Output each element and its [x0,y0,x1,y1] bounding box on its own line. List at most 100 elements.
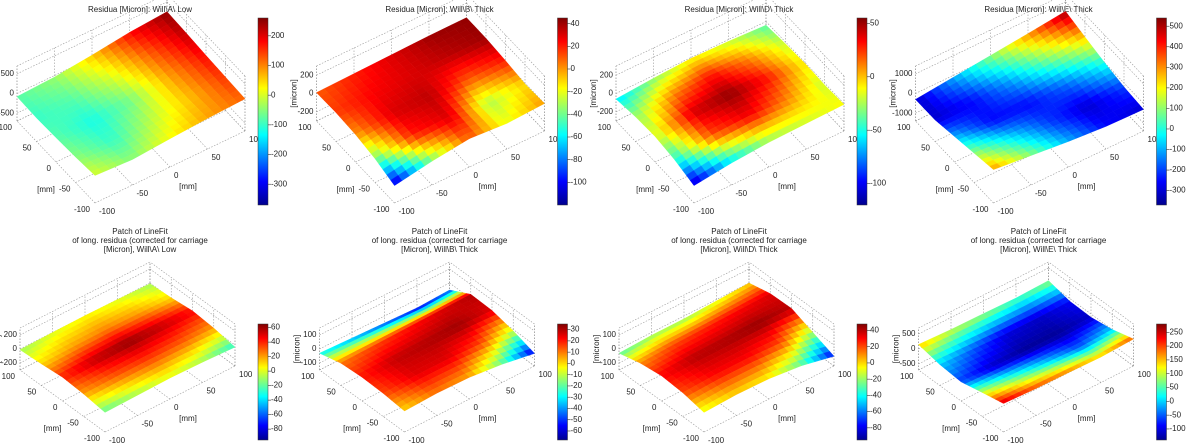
colorbar-tick-label: 100 [1170,369,1184,378]
chart-title: of long. residua (corrected for carriage [372,236,508,245]
z-tick-label: -500 [0,108,15,117]
colorbar-tick-label: 200 [1170,83,1184,92]
colorbar-tick-label: -60 [571,132,583,141]
y-tick-label: 50 [327,388,336,397]
x-axis-label: [mm] [778,414,796,423]
colorbar-tick-label: 500 [1170,21,1184,30]
colorbar-tick-label: 50 [1170,383,1179,392]
box-edge [449,261,535,325]
z-tick-label: -100 [300,358,317,367]
z-tick-label: 0 [612,344,617,353]
panel: Residua [Micron]: Will\B\ Thick -100 -50 0 5… [290,0,587,216]
y-tick-label: 50 [322,144,331,153]
x-tick-label: -50 [142,420,154,429]
panel: Residua [Micron]: Will\D\ Thick -100 -50 0 5… [589,0,887,216]
y-tick-label: 0 [47,164,52,173]
y-tick-label: -100 [74,205,91,214]
x-tick-label: 100 [549,135,563,144]
box-edge [316,0,455,67]
grid-line [449,282,535,346]
y-tick-label: 0 [652,403,657,412]
x-tick-label: -50 [736,189,748,198]
grid-line [915,1,1066,75]
colorbar-tick-label: 20 [571,336,580,345]
panel: Residua [Micron]: Will\E\ Thick -100 -50 0 5… [889,0,1186,216]
x-tick-label: 0 [773,403,778,412]
y-tick-label: 0 [53,403,58,412]
colorbar-tick-label: 400 [1170,42,1184,51]
chart-title: Patch of LineFit [711,227,767,236]
colorbar-tick-label: -20 [271,381,283,390]
x-tick-label: -50 [1040,420,1052,429]
y-tick-label: 100 [601,372,615,381]
box-edge [471,0,545,77]
colorbar-tick-label: -40 [571,404,583,413]
x-tick-label: 0 [1073,171,1078,180]
colorbar-tick-label: -300 [1170,186,1187,195]
box-edge [172,0,246,77]
x-tick-label: 50 [811,153,820,162]
surface-patch [390,175,403,186]
grid-line [618,282,750,350]
colorbar-tick-label: -20 [571,381,583,390]
grid-line [993,130,1144,204]
box-edge [1070,0,1144,77]
z-tick-label: 0 [908,89,913,98]
x-axis-label: [mm] [778,182,796,191]
y-tick-label: 50 [926,388,935,397]
colorbar-tick-label: 0 [271,90,276,99]
grid-line [748,268,835,332]
box-edge [615,0,755,67]
grid-line [918,267,1049,335]
colorbar-tick-label: 40 [271,337,280,346]
surface-patch [998,398,1011,404]
colorbar-tick-label: -100 [1170,145,1187,154]
z-axis-label: [micron] [592,335,601,363]
x-tick-label: 100 [239,370,253,379]
y-axis-label: [mm] [936,185,954,194]
z-axis-label: [micron] [589,79,598,107]
grid-line [16,120,96,204]
colorbar-tick-label: -40 [271,395,283,404]
x-tick-label: -100 [998,207,1015,216]
grid-line [615,21,767,94]
z-tick-label: 500 [1,69,15,78]
colorbar-tick-label: -20 [870,374,882,383]
grid-line [703,365,835,433]
y-tick-label: -100 [683,434,700,443]
y-tick-label: 0 [952,403,957,412]
colorbar-tick-label: -60 [571,426,583,435]
colorbar-tick-label: -200 [271,150,288,159]
y-axis-label: [mm] [337,185,355,194]
colorbar-tick-label: 0 [870,72,875,81]
colorbar-tick-label: 40 [870,326,879,335]
surface-patch [399,403,412,412]
colorbar-tick-label: 20 [870,342,879,351]
grid-line [319,369,405,433]
colorbar-tick-label: -60 [271,410,283,419]
x-tick-label: 100 [848,135,862,144]
box-edge [319,261,450,329]
x-tick-label: 50 [806,387,815,396]
x-axis-label: [mm] [479,414,497,423]
grid-line [466,2,545,86]
colorbar-tick-label: -200 [1170,165,1187,174]
grid-line [615,2,767,76]
grid-line [316,120,395,204]
colorbar [257,323,269,441]
colorbar-tick-label: 150 [1170,355,1184,364]
colorbar-tick-label: -60 [870,407,882,416]
x-tick-label: -100 [708,436,725,445]
y-tick-label: -100 [84,434,101,443]
x-axis-label: [mm] [179,182,197,191]
y-tick-label: 100 [598,123,612,132]
colorbar-tick-label: -100 [870,179,887,188]
grid-line [1048,267,1134,331]
colorbar-tick-label: -100 [1170,424,1187,433]
y-tick-label: -50 [966,419,978,428]
x-tick-label: 50 [212,153,221,162]
